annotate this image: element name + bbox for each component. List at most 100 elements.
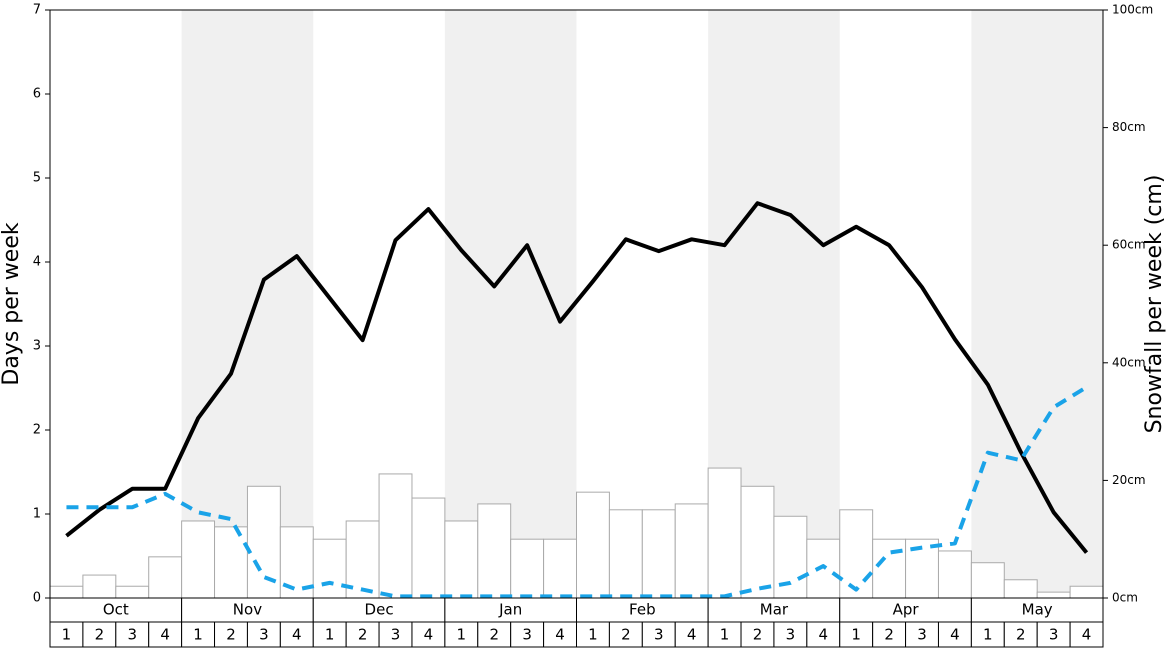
bar	[707, 467, 742, 599]
bar	[214, 526, 248, 599]
week-label: 4	[292, 626, 302, 644]
y2-tick-label: 60cm	[1112, 238, 1146, 252]
y-tick-label: 4	[33, 255, 41, 270]
week-cell	[444, 621, 479, 648]
bar	[937, 550, 972, 599]
y-tick-label: 1	[33, 507, 41, 522]
week-label: 1	[983, 626, 993, 644]
week-label: 1	[457, 626, 467, 644]
y2-tick-label: 40cm	[1112, 355, 1146, 369]
bar	[477, 503, 512, 599]
y2-tick-label: 100cm	[1112, 3, 1153, 17]
bar	[1036, 591, 1071, 599]
week-cell	[641, 621, 676, 648]
week-label: 4	[819, 626, 829, 644]
week-label: 3	[786, 626, 796, 644]
bar	[378, 473, 413, 599]
y-tick-label: 2	[33, 423, 41, 438]
week-cell	[674, 621, 709, 648]
week-cell	[477, 621, 512, 648]
week-cell	[806, 621, 841, 648]
week-label: 1	[325, 626, 335, 644]
x-tick-label: Feb	[629, 601, 656, 619]
bar	[576, 491, 610, 599]
y-tick-label: 5	[33, 171, 41, 186]
bar	[1003, 579, 1038, 599]
week-cell	[49, 621, 84, 648]
bar	[970, 562, 1005, 599]
week-label: 4	[160, 626, 170, 644]
week-label: 3	[127, 626, 137, 644]
week-label: 1	[851, 626, 861, 644]
bar	[740, 485, 775, 599]
month-cell	[970, 597, 1104, 623]
x-tick-label: Apr	[893, 601, 920, 619]
week-label: 2	[884, 626, 894, 644]
week-label: 3	[1049, 626, 1059, 644]
x-tick-label: Oct	[103, 601, 129, 619]
bar	[115, 585, 150, 599]
week-cell	[246, 621, 281, 648]
y-tick-label: 6	[33, 87, 41, 102]
week-label: 3	[522, 626, 532, 644]
week-label: 4	[1082, 626, 1092, 644]
week-label: 1	[193, 626, 203, 644]
bar	[411, 497, 446, 599]
x-tick-label: May	[1022, 601, 1053, 619]
week-cell	[312, 621, 347, 648]
week-label: 4	[424, 626, 434, 644]
week-label: 2	[753, 626, 763, 644]
week-label: 2	[621, 626, 631, 644]
bar	[806, 538, 841, 599]
week-cell	[115, 621, 150, 648]
line	[65, 201, 1089, 554]
bar	[839, 509, 874, 599]
y-tick-label: 7	[33, 3, 41, 18]
week-label: 4	[687, 626, 697, 644]
bar	[543, 538, 577, 599]
week-label: 3	[654, 626, 664, 644]
week-cell	[740, 621, 775, 648]
week-cell	[279, 621, 314, 648]
y-axis-label: Days per week	[0, 222, 24, 385]
week-cell	[970, 621, 1005, 648]
bar	[872, 538, 907, 599]
x-tick-label: Mar	[760, 601, 789, 619]
bar	[444, 520, 479, 599]
bar	[312, 538, 347, 599]
week-label: 2	[1016, 626, 1026, 644]
week-label: 3	[391, 626, 401, 644]
y2-tick-label: 80cm	[1112, 120, 1146, 134]
y-tick-label: 3	[33, 339, 41, 354]
y-tick-label: 0	[33, 591, 41, 606]
week-label: 1	[720, 626, 730, 644]
week-label: 3	[259, 626, 269, 644]
x-tick-label: Jan	[498, 601, 522, 619]
bar	[510, 538, 545, 599]
month-cell	[181, 597, 314, 623]
week-cell	[345, 621, 380, 648]
week-cell	[707, 621, 742, 648]
bar	[148, 556, 183, 599]
week-label: 2	[95, 626, 105, 644]
bar	[49, 585, 84, 599]
week-cell	[82, 621, 117, 648]
month-cell	[576, 597, 709, 623]
month-shade	[971, 10, 1103, 598]
week-cell	[839, 621, 874, 648]
week-label: 2	[489, 626, 499, 644]
bar	[608, 509, 643, 599]
y2-axis-label: Snowfall per week (cm)	[1142, 175, 1167, 434]
line	[66, 385, 1088, 599]
week-label: 2	[226, 626, 236, 644]
week-cell	[1003, 621, 1038, 648]
week-label: 4	[555, 626, 565, 644]
week-cell	[510, 621, 545, 648]
week-label: 3	[917, 626, 927, 644]
x-tick-label: Dec	[365, 601, 394, 619]
week-label: 1	[588, 626, 598, 644]
x-tick-label: Nov	[233, 601, 262, 619]
week-cell	[1069, 621, 1104, 648]
bar	[674, 503, 709, 599]
